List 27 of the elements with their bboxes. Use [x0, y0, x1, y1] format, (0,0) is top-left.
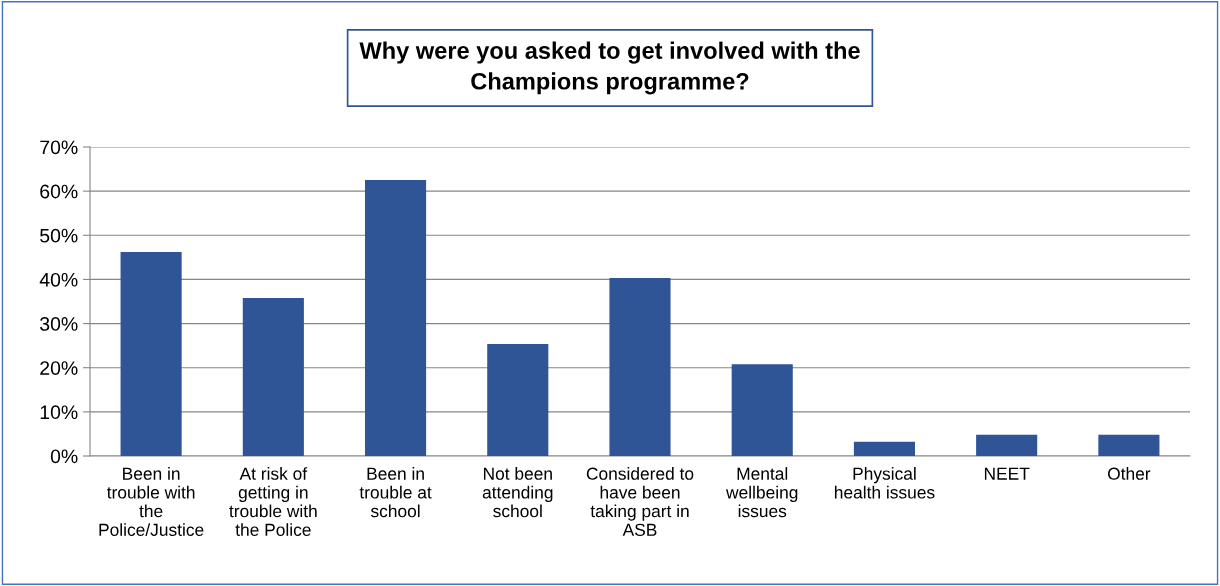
y-tick-label: 10%	[40, 405, 78, 420]
y-tick-label: 20%	[40, 361, 78, 375]
x-tick-label: NEET	[984, 467, 1030, 480]
x-tick-label: Been in trouble at school	[359, 467, 432, 518]
y-tick-label: 50%	[40, 228, 78, 243]
y-tick-label: 30%	[40, 317, 78, 331]
x-tick-label: Been in trouble with the Police/Justice	[99, 467, 204, 536]
bar	[487, 343, 549, 456]
bar	[731, 364, 793, 456]
bar	[120, 252, 182, 456]
y-tick-label: 70%	[40, 140, 78, 155]
x-tick-label: Not been attending school	[482, 467, 553, 518]
bar	[976, 434, 1038, 456]
chart-title: Why were you asked to get involved with the Champions programme?	[359, 41, 860, 95]
bar	[853, 441, 915, 456]
bar	[242, 297, 304, 456]
bar	[1098, 434, 1160, 456]
y-tick-label: 40%	[39, 272, 78, 287]
bar	[609, 278, 671, 456]
x-tick-label: Other	[1108, 467, 1151, 480]
x-tick-label: Mental wellbeing issues	[726, 467, 798, 518]
y-tick-label: 60%	[40, 184, 78, 199]
x-tick-label: Considered to have been taking part in ASB	[586, 467, 694, 536]
x-tick-label: At risk of getting in trouble with the Police	[229, 467, 317, 536]
bar	[365, 180, 427, 456]
y-tick-label: 0%	[50, 449, 78, 464]
x-tick-label: Physical health issues	[834, 467, 935, 499]
